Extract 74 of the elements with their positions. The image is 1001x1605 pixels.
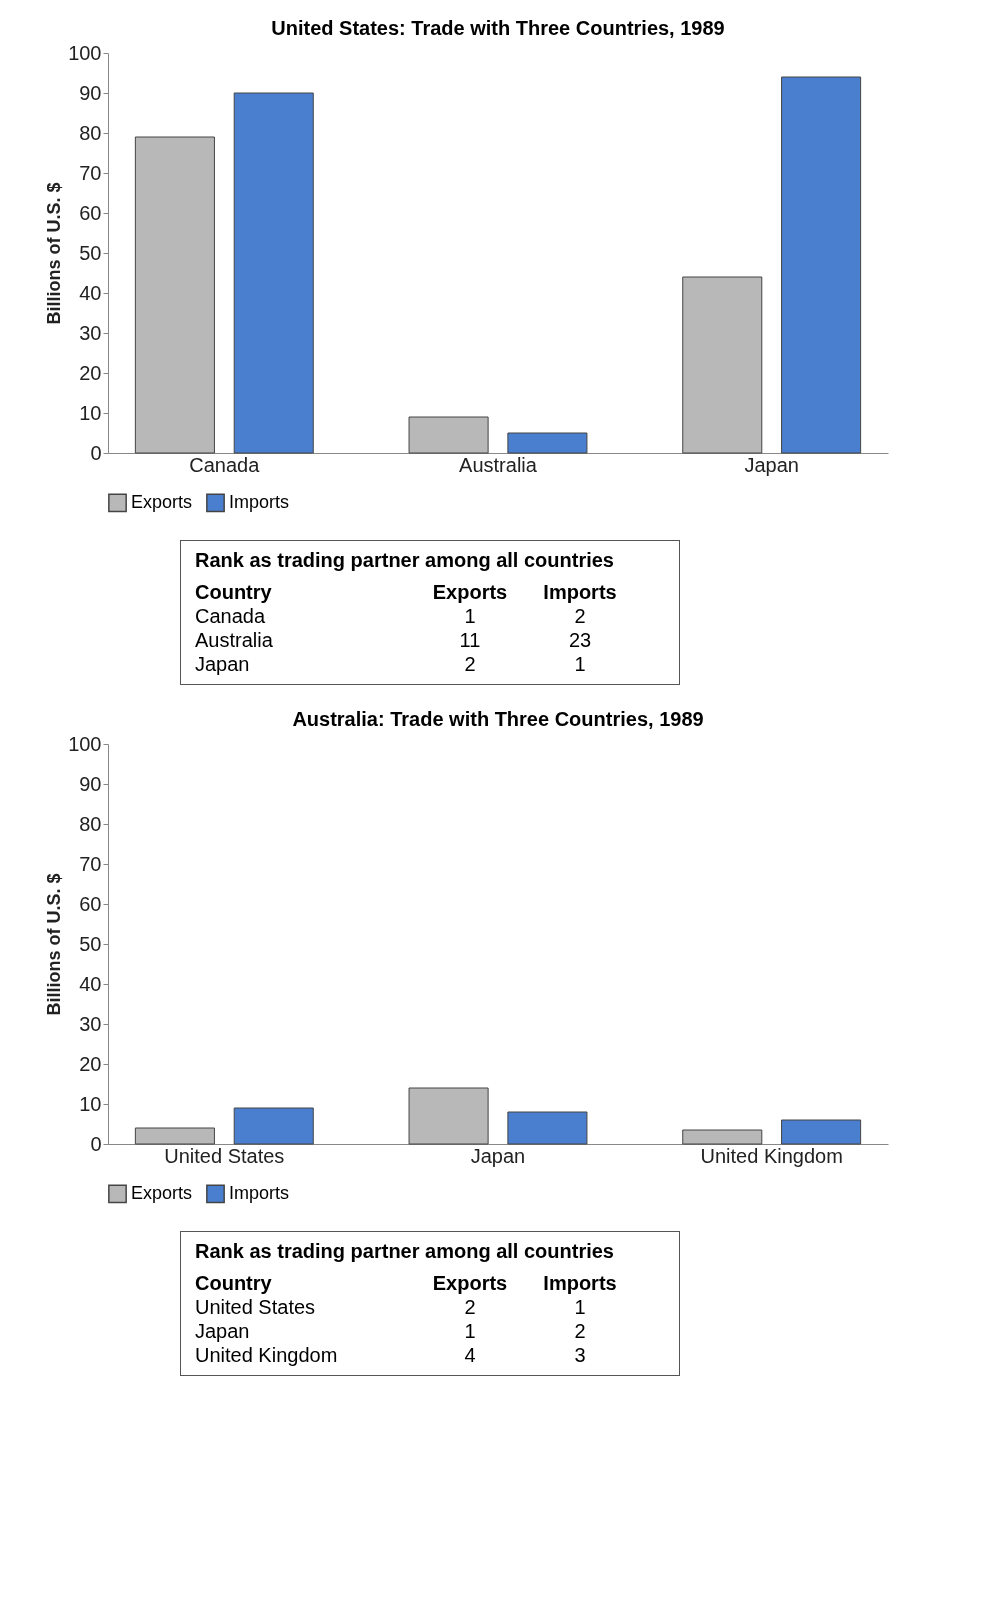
y-tick-label: 50 <box>79 932 102 955</box>
text: Japan <box>195 652 251 676</box>
legend-label: Imports <box>229 1182 290 1203</box>
text: 1 <box>573 652 587 676</box>
text: Country <box>195 1271 273 1295</box>
text: 2 <box>573 1319 587 1343</box>
bar <box>781 76 862 454</box>
legend-label: Imports <box>229 491 290 512</box>
y-tick-label: 40 <box>79 281 102 304</box>
y-tick-label: 0 <box>90 441 102 464</box>
x-tick-label: Canada <box>189 453 261 476</box>
chart-title: United States: Trade with Three Countries, 1989 <box>271 17 725 39</box>
x-tick-label: Australia <box>459 453 538 476</box>
text: Exports <box>431 580 509 604</box>
text: Canada <box>195 604 267 628</box>
text: Imports <box>542 580 618 604</box>
x-tick-label: United States <box>164 1144 285 1167</box>
y-tick-label: 60 <box>79 201 102 224</box>
text: 23 <box>567 628 593 652</box>
y-axis-title: Billions of U.S. $ <box>44 182 65 325</box>
text: Australia <box>195 628 274 652</box>
x-tick-label: Japan <box>744 453 799 476</box>
bar <box>781 1119 862 1145</box>
y-tick-label: 40 <box>79 972 102 995</box>
chart-title: Australia: Trade with Three Countries, 1989 <box>292 708 704 730</box>
bar <box>233 1107 314 1145</box>
bar <box>134 136 215 454</box>
text: 1 <box>463 604 477 628</box>
text: Rank as trading partner among all countries <box>195 549 615 572</box>
x-tick-label: United Kingdom <box>700 1144 843 1167</box>
bar <box>682 276 763 454</box>
legend-label: Exports <box>131 1182 193 1203</box>
text: Rank as trading partner among all countries <box>195 1240 615 1263</box>
legend-label: Exports <box>131 491 193 512</box>
text: 1 <box>573 1295 587 1319</box>
x-tick-label: Japan <box>470 1144 526 1167</box>
text: 3 <box>573 1343 587 1367</box>
bar <box>134 1127 215 1145</box>
y-tick-label: 60 <box>79 892 102 915</box>
y-tick-label: 30 <box>79 1012 102 1035</box>
text: United States <box>195 1295 317 1319</box>
y-tick-label: 50 <box>79 241 102 264</box>
y-tick-label: 0 <box>90 1132 102 1155</box>
y-tick-label: 10 <box>79 1092 102 1115</box>
text: Exports <box>431 1271 509 1295</box>
y-tick-label: 20 <box>79 1052 102 1075</box>
y-tick-label: 70 <box>79 852 102 875</box>
y-tick-label: 90 <box>79 772 102 795</box>
text: 2 <box>463 1295 477 1319</box>
text: 4 <box>463 1343 477 1367</box>
bar <box>233 92 314 454</box>
y-tick-label: 80 <box>79 812 102 835</box>
text: Japan <box>195 1319 251 1343</box>
bar <box>507 1111 588 1145</box>
y-tick-label: 100 <box>68 41 102 64</box>
text: 2 <box>573 604 587 628</box>
text: 11 <box>458 628 482 652</box>
y-tick-label: 20 <box>79 361 102 384</box>
y-axis-title: Billions of U.S. $ <box>44 873 65 1016</box>
text: Imports <box>542 1271 618 1295</box>
y-tick-label: 80 <box>79 121 102 144</box>
bar <box>507 432 588 454</box>
y-tick-label: 70 <box>79 161 102 184</box>
text: 2 <box>463 652 477 676</box>
bar <box>408 1087 489 1145</box>
y-tick-label: 90 <box>79 81 102 104</box>
y-tick-label: 10 <box>79 401 102 424</box>
y-tick-label: 30 <box>79 321 102 344</box>
y-tick-label: 100 <box>68 732 102 755</box>
text: Country <box>195 580 273 604</box>
text: 1 <box>463 1319 477 1343</box>
bar <box>682 1129 763 1145</box>
bar <box>408 416 489 454</box>
text: United Kingdom <box>195 1343 339 1367</box>
